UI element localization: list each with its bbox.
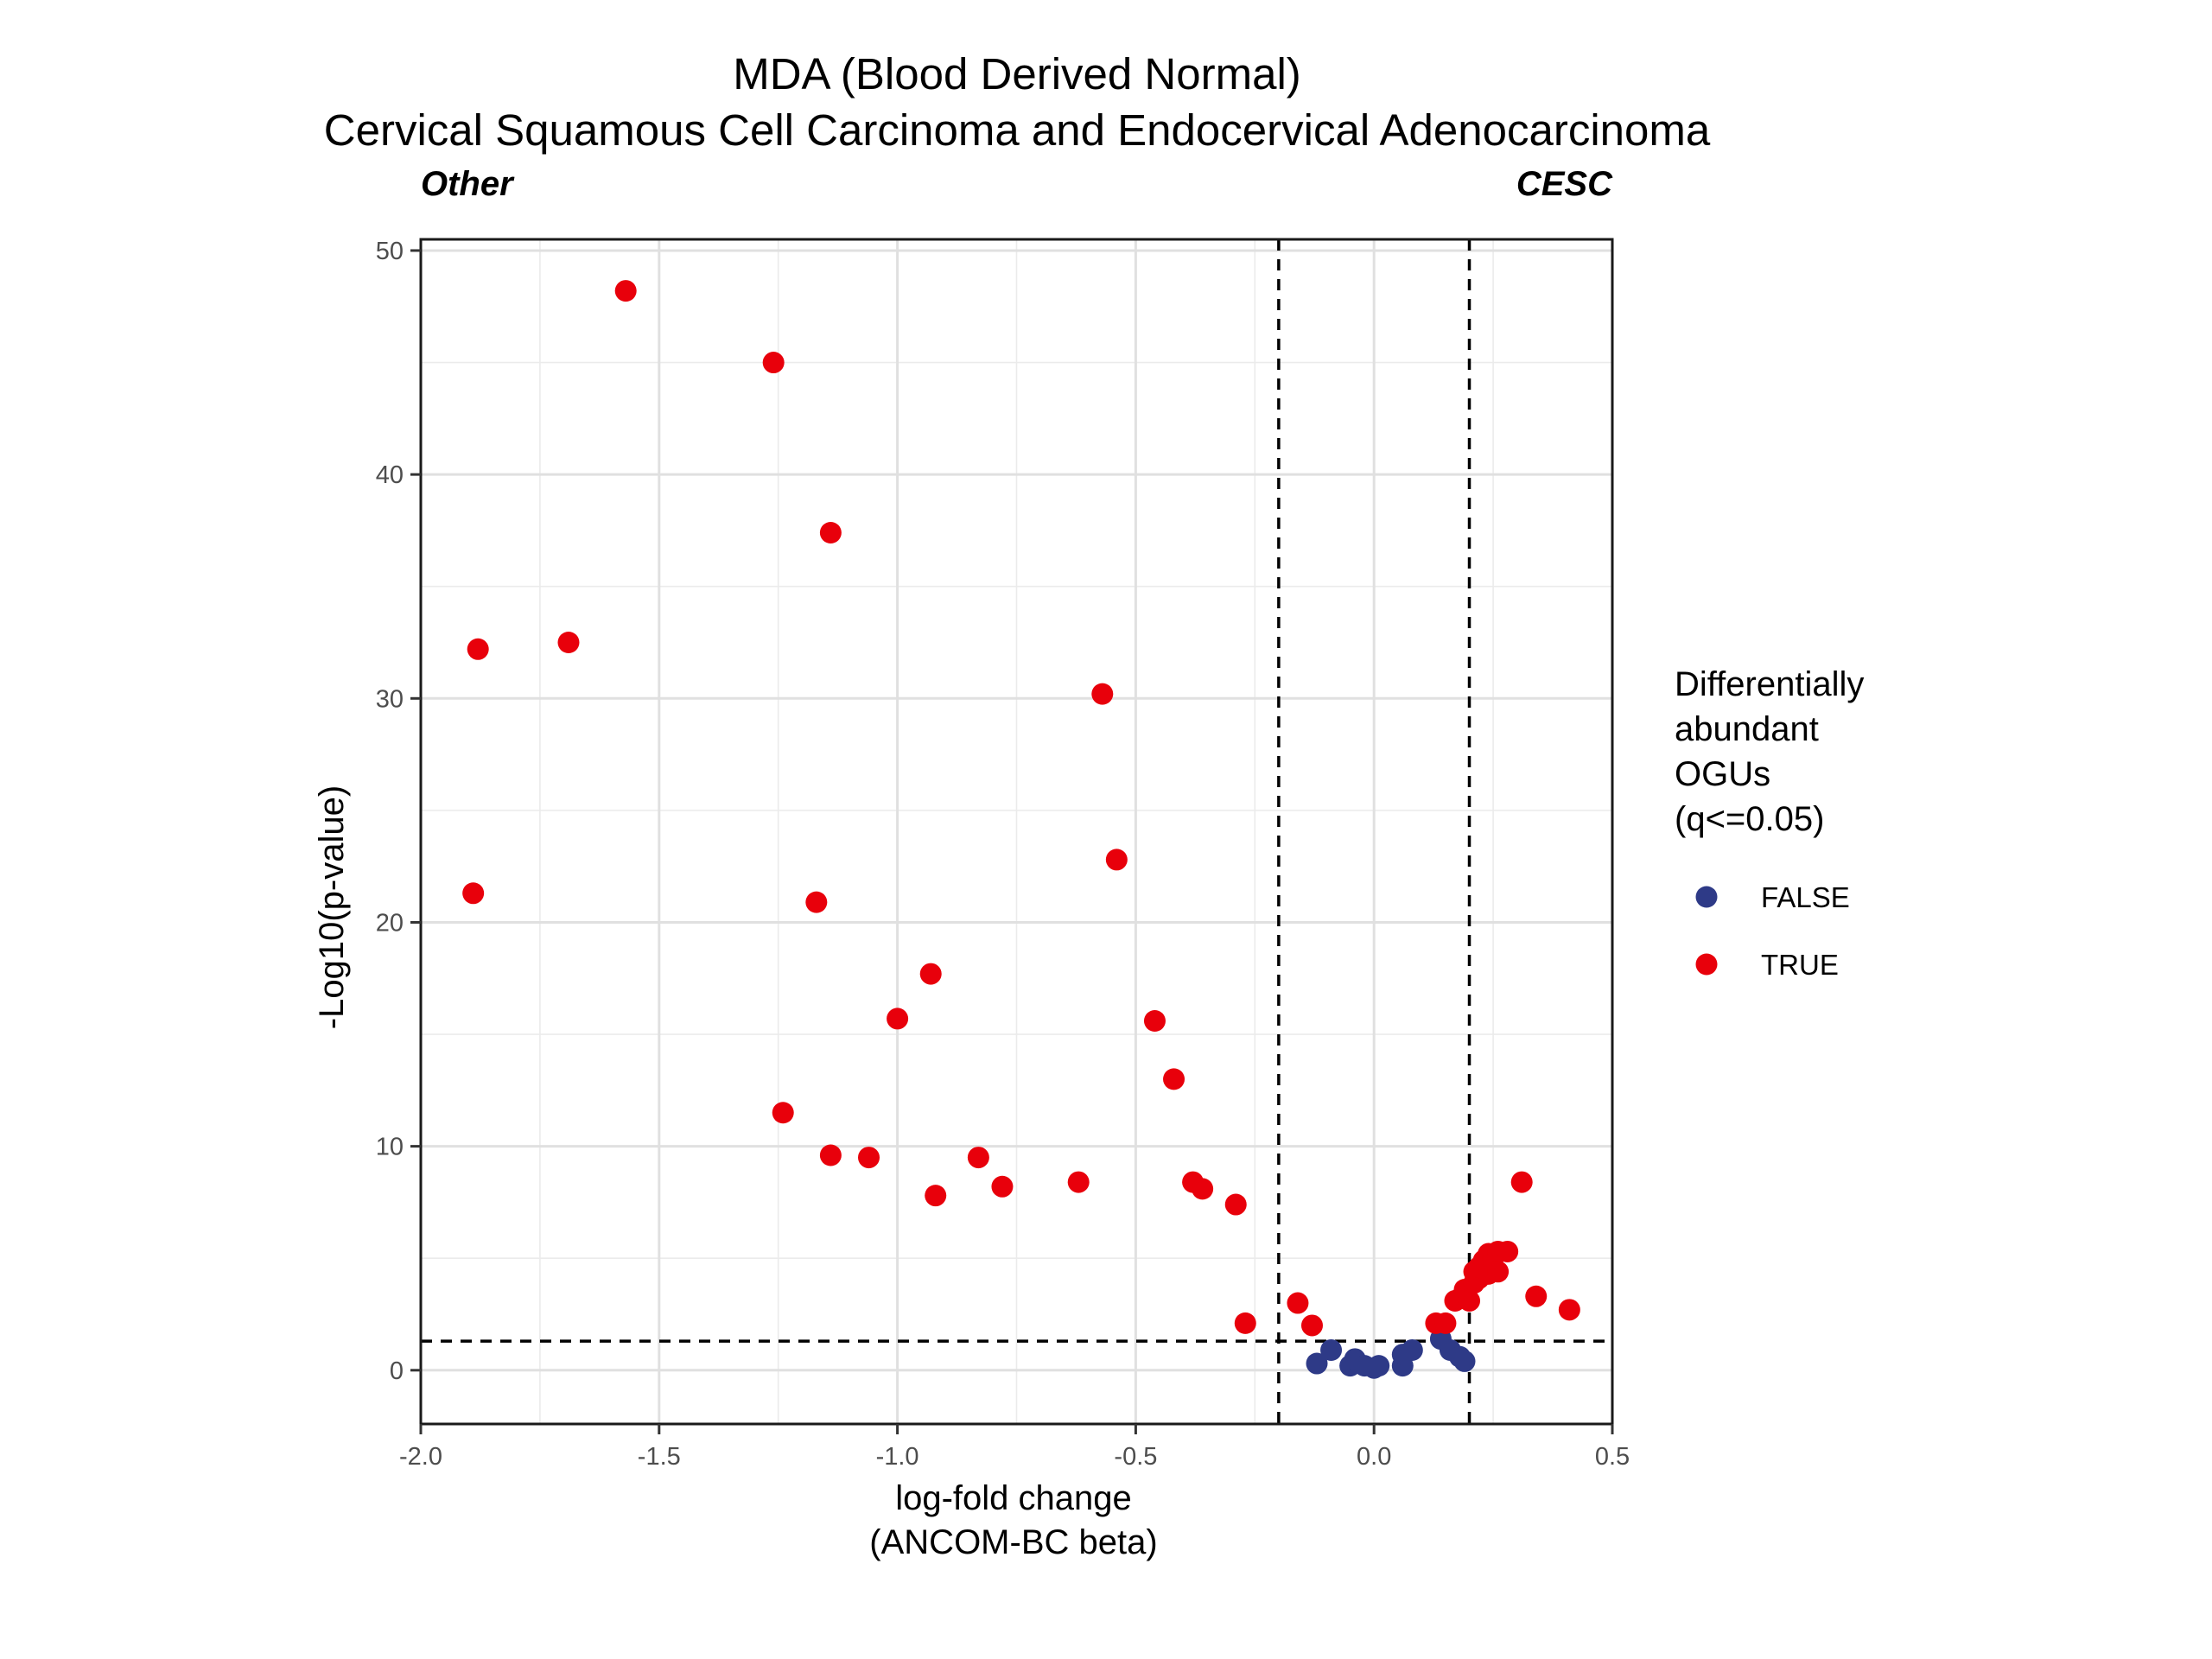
- point-true: [1300, 1314, 1323, 1337]
- y-axis-title: -Log10(p-value): [313, 785, 351, 1029]
- x-tick-label: -2.0: [399, 1443, 442, 1471]
- y-tick-label: 20: [376, 909, 404, 937]
- legend-title-line: OGUs: [1675, 755, 1770, 793]
- point-true: [1558, 1299, 1580, 1321]
- chart-subtitle: Cervical Squamous Cell Carcinoma and End…: [324, 105, 1711, 155]
- point-false: [1453, 1350, 1476, 1372]
- x-tick-label: -0.5: [1114, 1443, 1157, 1471]
- point-true: [1067, 1171, 1090, 1193]
- point-true: [919, 963, 942, 985]
- point-true: [991, 1175, 1014, 1198]
- point-true: [858, 1147, 880, 1169]
- legend: Differentially abundant OGUs (q<=0.05) FALSE…: [1675, 665, 1864, 981]
- point-true: [762, 352, 785, 374]
- point-true: [1487, 1261, 1510, 1283]
- point-true: [467, 638, 489, 660]
- y-tick-label: 30: [376, 685, 404, 713]
- x-tick-label: 0.5: [1595, 1443, 1630, 1471]
- point-true: [805, 891, 828, 913]
- point-true: [1091, 683, 1114, 705]
- panel-border: [419, 238, 1614, 1426]
- legend-title-line: (q<=0.05): [1675, 800, 1824, 838]
- point-true: [819, 1144, 842, 1166]
- x-axis: -2.0 -1.5 -1.0 -0.5 0.0 0.5: [399, 1424, 1630, 1471]
- x-axis-title: log-fold change: [895, 1479, 1132, 1517]
- point-true: [1224, 1193, 1247, 1216]
- point-true: [1192, 1178, 1214, 1200]
- point-false: [1368, 1355, 1390, 1377]
- y-tick-label: 50: [376, 238, 404, 265]
- point-false: [1401, 1338, 1423, 1361]
- point-true: [614, 280, 637, 302]
- point-true: [1105, 849, 1128, 871]
- legend-title-line: Differentially: [1675, 665, 1864, 703]
- x-tick-label: -1.5: [638, 1443, 681, 1471]
- point-true: [1163, 1068, 1185, 1090]
- y-tick-label: 0: [390, 1357, 404, 1385]
- point-true: [1497, 1240, 1519, 1262]
- point-false: [1320, 1338, 1343, 1361]
- point-true: [1459, 1289, 1481, 1312]
- chart-title: MDA (Blood Derived Normal): [733, 49, 1301, 99]
- point-true: [462, 882, 485, 905]
- x-tick-label: 0.0: [1357, 1443, 1391, 1471]
- legend-label-false: FALSE: [1761, 881, 1850, 913]
- point-true: [1525, 1285, 1548, 1307]
- legend-title-line: abundant: [1675, 710, 1819, 748]
- point-true: [967, 1147, 989, 1169]
- group-label-cesc: CESC: [1516, 165, 1613, 203]
- point-true: [1234, 1312, 1256, 1334]
- y-axis: 0 10 20 30 40 50: [376, 238, 421, 1385]
- point-true: [887, 1007, 909, 1030]
- group-label-other: Other: [421, 165, 515, 203]
- x-tick-label: -1.0: [876, 1443, 919, 1471]
- legend-key-true: [1695, 953, 1718, 976]
- legend-key-false: [1695, 886, 1718, 908]
- point-true: [557, 632, 580, 654]
- point-true: [819, 522, 842, 544]
- legend-label-true: TRUE: [1761, 949, 1839, 981]
- point-true: [925, 1185, 947, 1207]
- y-tick-label: 40: [376, 461, 404, 489]
- point-true: [1287, 1292, 1309, 1314]
- point-true: [772, 1102, 794, 1124]
- point-true: [1143, 1009, 1166, 1032]
- point-true: [1434, 1312, 1457, 1334]
- y-tick-label: 10: [376, 1134, 404, 1161]
- x-axis-title-sub: (ANCOM-BC beta): [869, 1523, 1157, 1561]
- point-true: [1510, 1171, 1533, 1193]
- point-false: [1306, 1352, 1328, 1375]
- data-points: [462, 280, 1580, 1379]
